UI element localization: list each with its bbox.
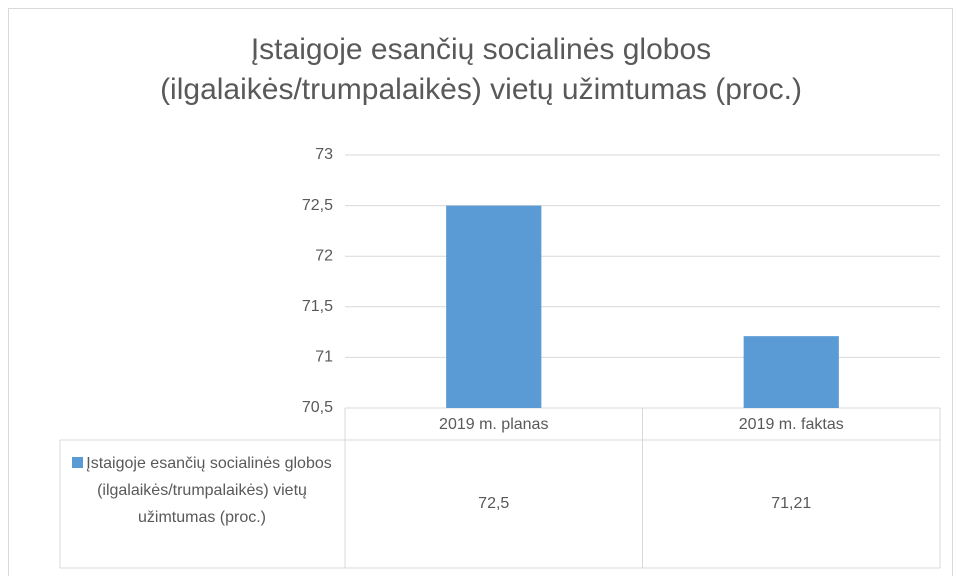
- y-tick-label: 71,5: [302, 298, 333, 315]
- x-tick-label: 2019 m. planas: [439, 416, 548, 433]
- y-tick-label: 72: [315, 247, 333, 264]
- legend-key: [72, 457, 84, 468]
- y-tick-label: 70,5: [302, 399, 333, 416]
- chart-border: [8, 8, 953, 576]
- x-tick-label: 2019 m. faktas: [739, 416, 844, 433]
- y-tick-label: 73: [315, 146, 333, 163]
- chart-title: Įstaigoje esančių socialinės globos (ilg…: [160, 33, 802, 106]
- y-tick-label: 71: [315, 349, 333, 366]
- table-value: 71,21: [771, 495, 811, 512]
- legend-label: Įstaigoje esančių socialinės globos (ilg…: [86, 455, 332, 526]
- y-tick-label: 72,5: [302, 197, 333, 214]
- table-value: 72,5: [478, 495, 509, 512]
- bar: [446, 205, 542, 408]
- legend: Įstaigoje esančių socialinės globos (ilg…: [62, 450, 342, 531]
- bar: [743, 336, 839, 408]
